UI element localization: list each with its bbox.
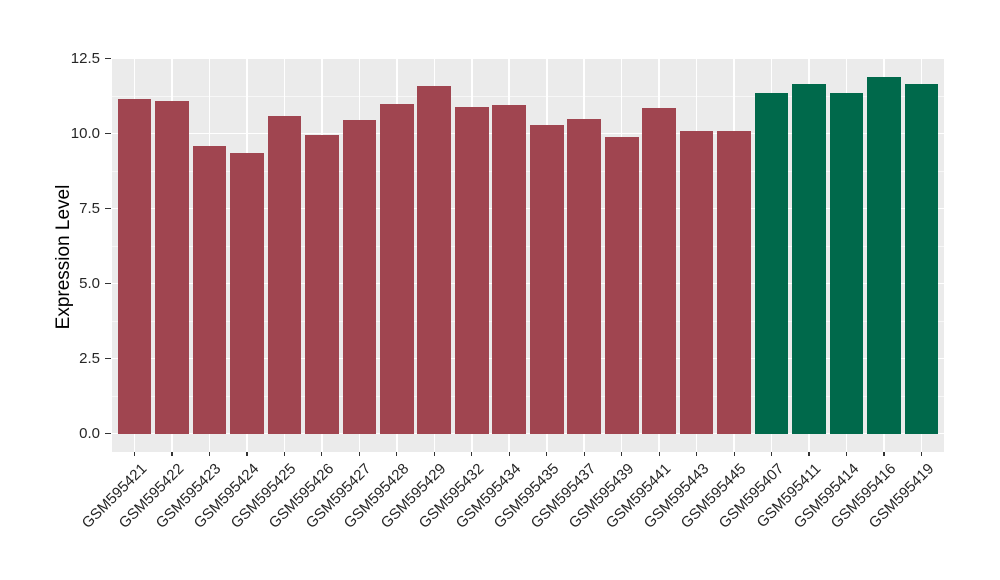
x-tick-mark [246,452,248,456]
x-tick-mark [583,452,585,456]
major-gridline [112,282,944,285]
bar-GSM595426 [305,135,339,434]
y-tick-label: 2.5 [79,349,100,367]
bar-GSM595429 [417,85,452,434]
minor-gridline [112,245,944,247]
x-tick-mark [883,452,885,456]
x-tick-mark [321,452,323,456]
major-gridline [112,132,944,135]
bar-GSM595407 [754,93,789,434]
plot-panel [112,57,944,452]
x-tick-mark [733,452,735,456]
bar-GSM595428 [379,103,414,434]
x-tick-mark [696,452,698,456]
y-tick-mark [105,357,111,360]
x-tick-mark [171,452,173,456]
x-tick-mark [658,452,660,456]
bar-GSM595416 [867,76,901,434]
bar-GSM595423 [192,145,227,434]
y-tick-label: 12.5 [70,49,100,67]
y-tick-label: 10.0 [70,124,100,142]
major-gridline [112,207,944,210]
major-gridline [112,432,944,435]
bar-GSM595437 [567,118,602,434]
y-tick-mark [105,57,111,60]
bar-GSM595435 [529,124,564,434]
y-tick-mark [105,282,111,285]
bar-GSM595421 [117,99,152,434]
bar-GSM595445 [717,130,751,434]
bar-GSM595439 [604,136,639,434]
x-tick-mark [546,452,548,456]
minor-gridline [112,395,944,397]
y-tick-label: 5.0 [79,274,100,292]
x-tick-mark [621,452,623,456]
minor-gridline [112,320,944,322]
major-gridline [112,357,944,360]
x-tick-mark [920,452,923,456]
x-tick-mark [471,452,473,456]
y-tick-mark [105,132,111,135]
bar-GSM595422 [155,100,189,434]
y-tick-label: 7.5 [79,199,100,217]
x-tick-mark [771,452,773,456]
bar-GSM595434 [492,105,527,434]
y-axis-title: Expression Level [53,184,74,330]
bar-GSM595411 [792,84,826,434]
bar-GSM595427 [342,120,377,434]
major-gridline [112,57,944,60]
minor-gridline [112,95,944,97]
bar-GSM595424 [230,153,264,434]
x-tick-mark [208,452,211,456]
bar-GSM595443 [679,130,714,434]
x-tick-mark [808,452,810,456]
x-tick-mark [283,452,285,456]
bar-GSM595414 [829,93,864,434]
bar-GSM595432 [454,106,489,434]
y-tick-mark [105,207,111,210]
bar-GSM595425 [267,115,302,434]
x-tick-mark [396,452,398,456]
minor-gridline [112,170,944,172]
bar-GSM595441 [642,108,676,434]
x-tick-mark [845,452,848,456]
x-tick-mark [358,452,360,456]
x-tick-mark [133,452,136,456]
y-tick-mark [105,432,111,435]
x-tick-mark [433,452,435,456]
y-tick-label: 0.0 [79,424,100,442]
bar-GSM595419 [904,84,939,434]
x-tick-mark [508,452,510,456]
